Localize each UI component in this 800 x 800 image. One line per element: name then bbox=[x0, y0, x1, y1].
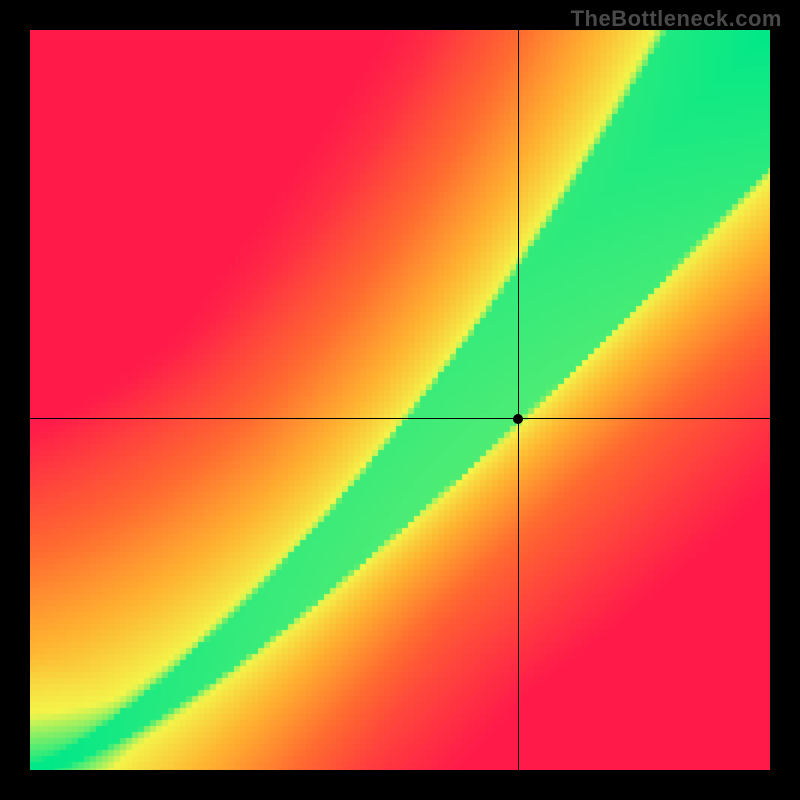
crosshair-horizontal bbox=[30, 418, 770, 419]
marker-dot bbox=[513, 414, 523, 424]
watermark-text: TheBottleneck.com bbox=[571, 6, 782, 32]
heatmap-canvas bbox=[30, 30, 770, 770]
heatmap-plot-area bbox=[30, 30, 770, 770]
crosshair-vertical bbox=[518, 30, 519, 770]
